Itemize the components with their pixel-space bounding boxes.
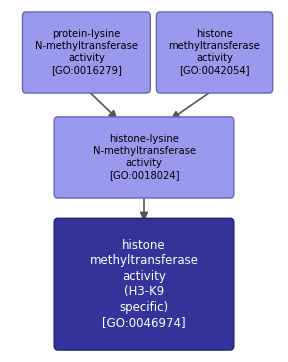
Text: protein-lysine
N-methyltransferase
activity
[GO:0016279]: protein-lysine N-methyltransferase activ… [35,29,138,76]
FancyBboxPatch shape [22,12,150,93]
Text: histone-lysine
N-methyltransferase
activity
[GO:0018024]: histone-lysine N-methyltransferase activ… [92,134,196,181]
Text: histone
methyltransferase
activity
(H3-K9
specific)
[GO:0046974]: histone methyltransferase activity (H3-K… [90,239,198,329]
FancyBboxPatch shape [156,12,273,93]
Text: histone
methyltransferase
activity
[GO:0042054]: histone methyltransferase activity [GO:0… [168,29,261,76]
FancyBboxPatch shape [54,117,234,198]
FancyBboxPatch shape [54,218,234,350]
